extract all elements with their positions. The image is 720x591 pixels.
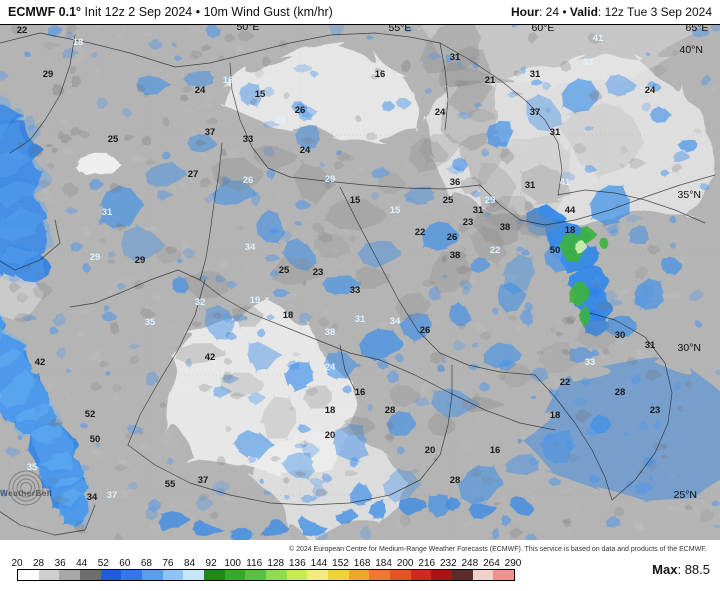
svg-text:33: 33 <box>243 134 254 145</box>
svg-text:22: 22 <box>560 377 571 388</box>
svg-text:24: 24 <box>195 85 206 96</box>
svg-text:31: 31 <box>473 205 484 216</box>
svg-text:52: 52 <box>85 409 96 420</box>
svg-text:25: 25 <box>443 195 454 206</box>
svg-text:24: 24 <box>435 107 446 118</box>
svg-text:26: 26 <box>295 105 306 116</box>
svg-text:22: 22 <box>17 25 28 36</box>
svg-text:29: 29 <box>325 174 336 185</box>
svg-text:24: 24 <box>300 145 311 156</box>
svg-text:38: 38 <box>500 222 511 233</box>
svg-text:42: 42 <box>205 352 216 363</box>
svg-text:55: 55 <box>165 479 176 490</box>
svg-text:21: 21 <box>485 75 496 86</box>
svg-text:27: 27 <box>188 169 199 180</box>
svg-text:23: 23 <box>275 115 286 126</box>
svg-text:37: 37 <box>205 127 216 138</box>
svg-text:22: 22 <box>415 227 426 238</box>
svg-text:42: 42 <box>35 357 46 368</box>
svg-text:28: 28 <box>450 475 461 486</box>
svg-text:50°E: 50°E <box>237 25 260 33</box>
svg-text:31: 31 <box>355 314 366 325</box>
svg-text:20: 20 <box>325 430 336 441</box>
svg-text:25°N: 25°N <box>674 489 697 501</box>
svg-text:18: 18 <box>73 37 84 48</box>
svg-text:38: 38 <box>325 327 336 338</box>
svg-text:32: 32 <box>195 297 206 308</box>
svg-text:50: 50 <box>550 245 561 256</box>
svg-text:18: 18 <box>565 225 576 236</box>
svg-text:37: 37 <box>530 107 541 118</box>
svg-text:29: 29 <box>135 255 146 266</box>
svg-text:23: 23 <box>650 405 661 416</box>
svg-text:38: 38 <box>450 250 461 261</box>
svg-text:41: 41 <box>560 177 571 188</box>
svg-text:22: 22 <box>490 245 501 256</box>
svg-text:29: 29 <box>485 195 496 206</box>
svg-text:20: 20 <box>425 445 436 456</box>
svg-text:35°N: 35°N <box>678 189 701 201</box>
svg-text:50: 50 <box>90 434 101 445</box>
svg-text:31: 31 <box>645 340 656 351</box>
svg-text:18: 18 <box>550 410 561 421</box>
svg-text:33: 33 <box>350 285 361 296</box>
svg-text:29: 29 <box>43 69 54 80</box>
svg-text:24: 24 <box>645 85 656 96</box>
svg-text:26: 26 <box>243 175 254 186</box>
svg-text:23: 23 <box>463 217 474 228</box>
svg-text:16: 16 <box>375 69 386 80</box>
svg-text:25: 25 <box>279 265 290 276</box>
svg-text:31: 31 <box>102 207 113 218</box>
svg-text:19: 19 <box>250 295 261 306</box>
svg-text:26: 26 <box>420 325 431 336</box>
svg-text:44: 44 <box>565 205 576 216</box>
svg-text:35: 35 <box>145 317 156 328</box>
svg-text:34: 34 <box>245 242 256 253</box>
svg-text:37: 37 <box>198 475 209 486</box>
svg-text:33: 33 <box>585 357 596 368</box>
svg-text:30: 30 <box>615 330 626 341</box>
svg-text:36: 36 <box>450 177 461 188</box>
svg-text:31: 31 <box>525 180 536 191</box>
svg-text:37: 37 <box>107 490 118 501</box>
svg-text:16: 16 <box>355 387 366 398</box>
svg-text:15: 15 <box>255 89 266 100</box>
svg-text:16: 16 <box>223 75 234 86</box>
svg-text:16: 16 <box>490 445 501 456</box>
svg-text:37: 37 <box>583 57 594 68</box>
svg-text:18: 18 <box>283 310 294 321</box>
svg-text:23: 23 <box>313 267 324 278</box>
svg-text:15: 15 <box>390 205 401 216</box>
svg-text:55°E: 55°E <box>389 25 412 34</box>
svg-text:65°E: 65°E <box>686 25 709 34</box>
svg-text:24: 24 <box>325 362 336 373</box>
svg-text:18: 18 <box>325 405 336 416</box>
svg-text:28: 28 <box>385 405 396 416</box>
svg-text:26: 26 <box>447 232 458 243</box>
svg-text:34: 34 <box>390 316 401 327</box>
svg-text:31: 31 <box>450 52 461 63</box>
svg-text:30°N: 30°N <box>678 342 701 354</box>
svg-text:31: 31 <box>550 127 561 138</box>
svg-text:29: 29 <box>90 252 101 263</box>
svg-text:25: 25 <box>108 134 119 145</box>
svg-text:31: 31 <box>530 69 541 80</box>
svg-text:15: 15 <box>350 195 361 206</box>
svg-text:WeatherBell: WeatherBell <box>0 488 52 498</box>
svg-text:60°E: 60°E <box>532 25 555 34</box>
svg-text:34: 34 <box>87 492 98 503</box>
svg-text:28: 28 <box>615 387 626 398</box>
svg-text:40°N: 40°N <box>680 44 703 56</box>
svg-text:41: 41 <box>593 33 604 44</box>
